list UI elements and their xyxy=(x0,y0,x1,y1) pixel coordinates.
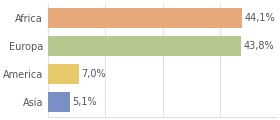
Bar xyxy=(48,64,79,84)
Text: 43,8%: 43,8% xyxy=(243,41,274,51)
Text: 5,1%: 5,1% xyxy=(73,97,97,107)
Bar xyxy=(48,36,241,56)
Text: 44,1%: 44,1% xyxy=(245,13,275,23)
Text: 7,0%: 7,0% xyxy=(81,69,106,79)
Bar xyxy=(48,8,242,28)
Bar xyxy=(48,92,70,112)
